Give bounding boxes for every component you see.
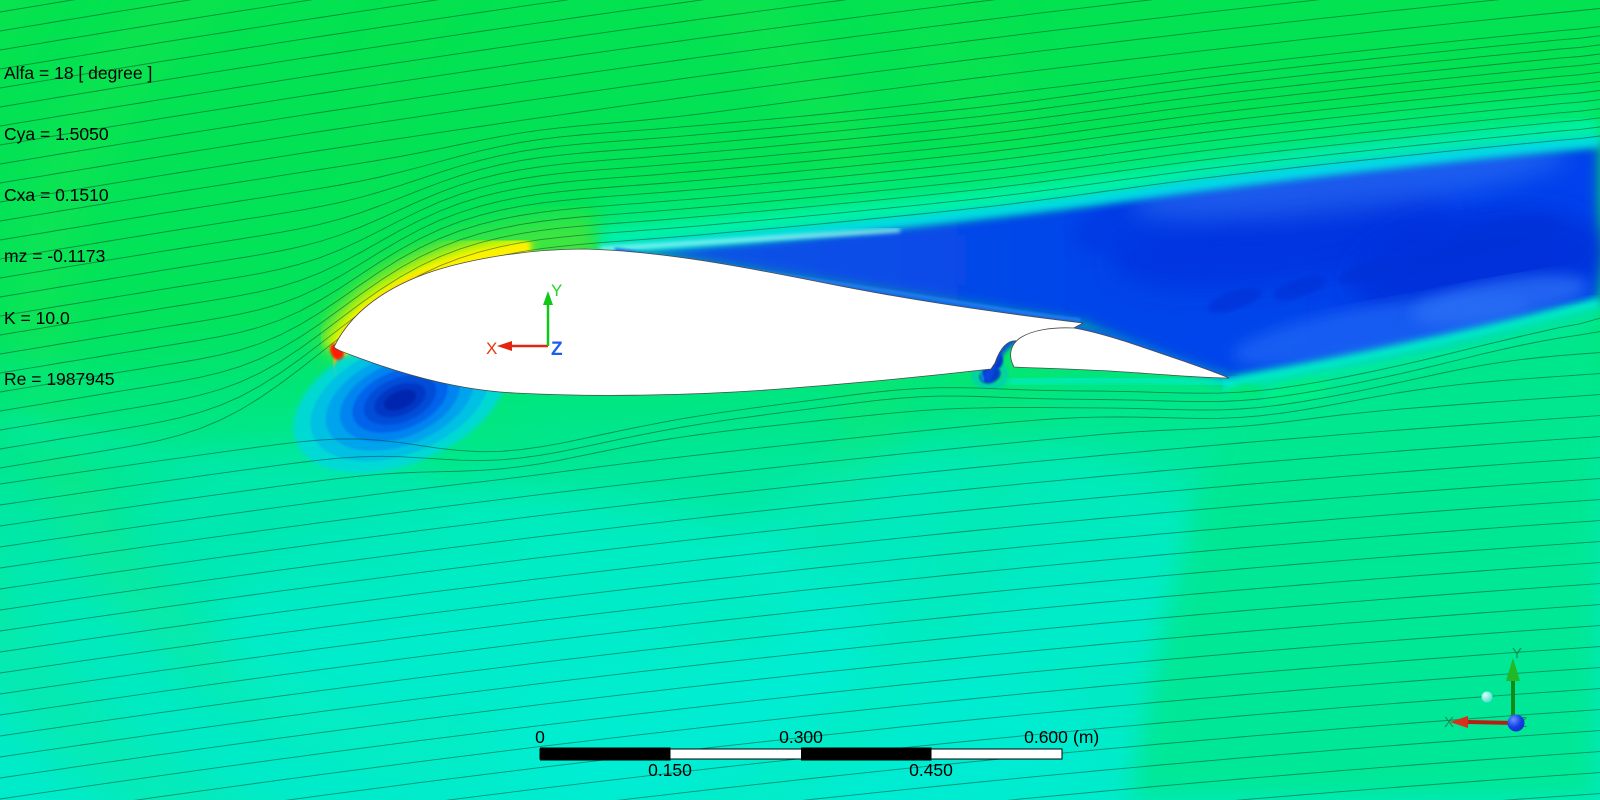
corner-cyan-ball — [1481, 691, 1493, 703]
scale-bar: 0 0.300 0.600 (m) 0.150 0.450 — [535, 727, 1099, 780]
streamline — [0, 26, 1600, 241]
streamline — [0, 0, 1154, 165]
param-line: Cxa = 0.1510 — [4, 185, 109, 206]
streamline — [0, 0, 1321, 184]
corner-x-arrowhead — [1450, 716, 1468, 728]
y-axis-arrowhead — [543, 291, 553, 305]
streamline — [616, 709, 1600, 800]
airfoil-flap — [1010, 327, 1230, 379]
cyan-freestream-patches — [150, 440, 1220, 800]
corner-axis-triad: X Y Z — [1444, 645, 1527, 732]
param-line: Alfa = 18 [ degree ] — [4, 62, 153, 83]
streamline — [0, 35, 1600, 260]
streamline — [0, 71, 1600, 336]
streamline — [0, 126, 1600, 450]
streamline — [0, 478, 1600, 653]
streamline — [0, 625, 1600, 800]
wake-region — [612, 139, 1600, 381]
streamline — [0, 457, 1600, 632]
model-axis-z-label: Z — [551, 339, 563, 360]
streamline — [0, 80, 1600, 355]
streamline — [0, 8, 1600, 222]
streamline — [0, 331, 1600, 506]
scale-tick-300: 0.300 — [779, 727, 823, 747]
streamline — [0, 604, 1600, 779]
streamline — [0, 0, 997, 146]
streamline — [284, 667, 1600, 800]
corner-axis-y-label: Y — [1512, 645, 1522, 662]
streamline — [0, 0, 440, 70]
streamline — [0, 499, 1600, 674]
streamline — [0, 520, 1600, 695]
scale-tick-0: 0 — [535, 727, 545, 747]
streamline — [0, 108, 1600, 412]
streamline — [0, 0, 848, 127]
scale-tick-150: 0.150 — [648, 760, 692, 780]
param-line: mz = -0.1173 — [4, 246, 106, 267]
streamline — [0, 0, 570, 89]
corner-axis-x-label: X — [1444, 714, 1454, 731]
streamline — [133, 646, 1600, 800]
streamline — [1006, 751, 1600, 800]
streamline — [0, 317, 1600, 485]
parameters-panel: Alfa = 18 [ degree ] Cya = 1.5050 Cxa = … — [4, 22, 152, 430]
model-axis-y-label: Y — [551, 281, 562, 300]
x-axis-arrowhead — [497, 341, 512, 351]
scale-tick-600: 0.600 — [1024, 727, 1068, 747]
streamline — [0, 352, 1600, 527]
streamline — [0, 44, 1600, 279]
streamline — [802, 730, 1600, 800]
streamline — [0, 62, 1600, 317]
corner-origin-ball — [1507, 714, 1525, 732]
streamline — [0, 436, 1600, 611]
streamline — [0, 394, 1600, 569]
corner-y-arrowhead — [1506, 658, 1520, 681]
streamline — [0, 373, 1600, 548]
param-line: Re = 1987945 — [4, 368, 115, 389]
streamline — [0, 99, 1600, 393]
scale-tick-450: 0.450 — [909, 760, 953, 780]
model-axis-x-label: X — [486, 339, 497, 358]
streamline — [0, 562, 1600, 737]
param-line: Cya = 1.5050 — [4, 124, 109, 145]
streamline — [0, 53, 1600, 298]
streamline — [0, 89, 1600, 374]
streamline — [0, 583, 1600, 758]
scale-unit: (m) — [1073, 727, 1099, 747]
param-line: K = 10.0 — [4, 307, 70, 328]
streamline — [0, 541, 1600, 716]
streamline — [0, 0, 705, 108]
streamline — [0, 135, 1600, 469]
model-axis-triad: X Y Z — [486, 281, 563, 360]
streamline — [1234, 772, 1600, 800]
streamline — [0, 117, 1600, 431]
streamline — [0, 0, 1501, 203]
streamline — [0, 415, 1600, 590]
streamline — [0, 0, 314, 51]
